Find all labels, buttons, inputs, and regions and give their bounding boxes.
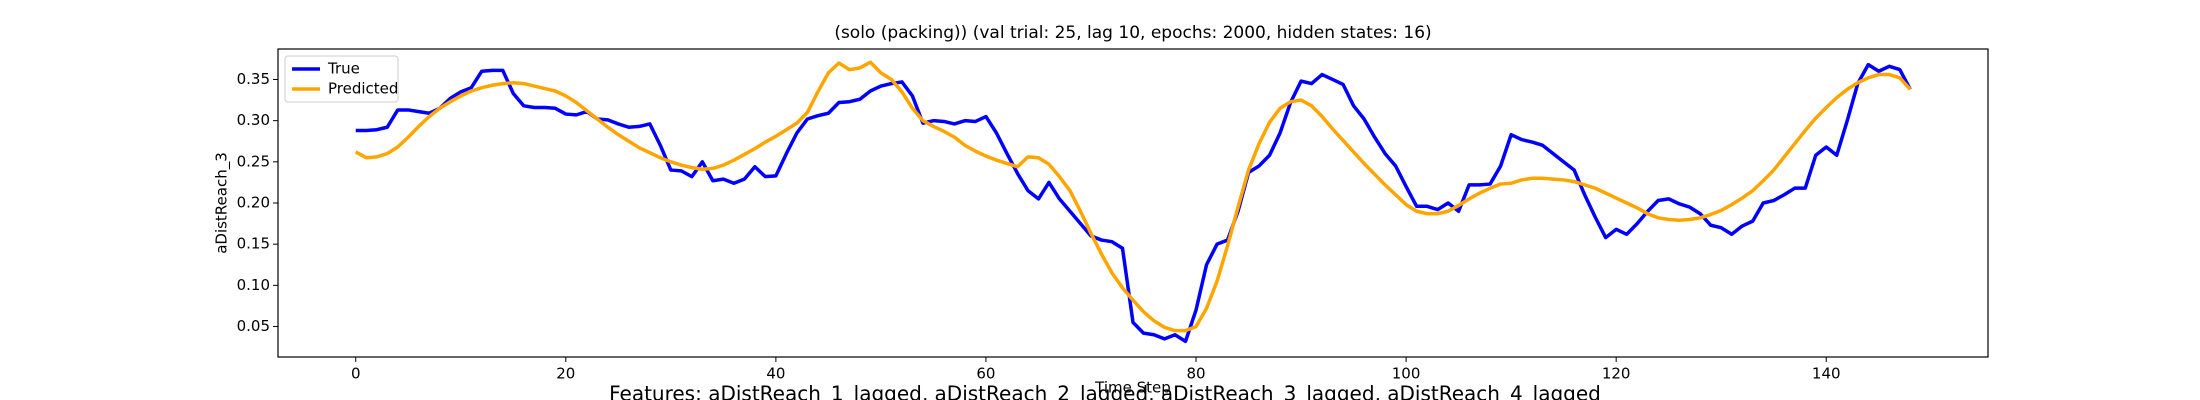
y-tick-label: 0.15 bbox=[237, 235, 270, 253]
legend-label: True bbox=[327, 60, 360, 78]
y-tick-label: 0.05 bbox=[237, 317, 270, 335]
series-line bbox=[355, 62, 1912, 344]
y-tick-label: 0.30 bbox=[237, 111, 270, 129]
legend-label: Predicted bbox=[328, 80, 398, 98]
plot-frame bbox=[277, 48, 1989, 358]
y-axis-label: aDistReach_3 bbox=[213, 152, 232, 254]
x-tick-label: 120 bbox=[1602, 365, 1631, 383]
chart-title: (solo (packing)) (val trial: 25, lag 10,… bbox=[834, 23, 1431, 43]
x-tick-label: 20 bbox=[556, 365, 575, 383]
x-axis-label: Time Step bbox=[1094, 379, 1171, 397]
x-tick-label: 140 bbox=[1812, 365, 1841, 383]
footer-text: Features: aDistReach_1_lagged, aDistReac… bbox=[609, 382, 1601, 400]
x-tick-label: 0 bbox=[351, 365, 361, 383]
y-tick-label: 0.25 bbox=[237, 152, 270, 170]
x-tick-label: 40 bbox=[766, 365, 785, 383]
x-tick-label: 100 bbox=[1392, 365, 1421, 383]
x-tick-label: 80 bbox=[1186, 365, 1205, 383]
series-line bbox=[354, 60, 1912, 333]
y-tick-label: 0.35 bbox=[237, 70, 270, 88]
y-tick-label: 0.20 bbox=[237, 194, 270, 212]
x-tick-label: 60 bbox=[976, 365, 995, 383]
y-tick-label: 0.10 bbox=[237, 276, 270, 294]
